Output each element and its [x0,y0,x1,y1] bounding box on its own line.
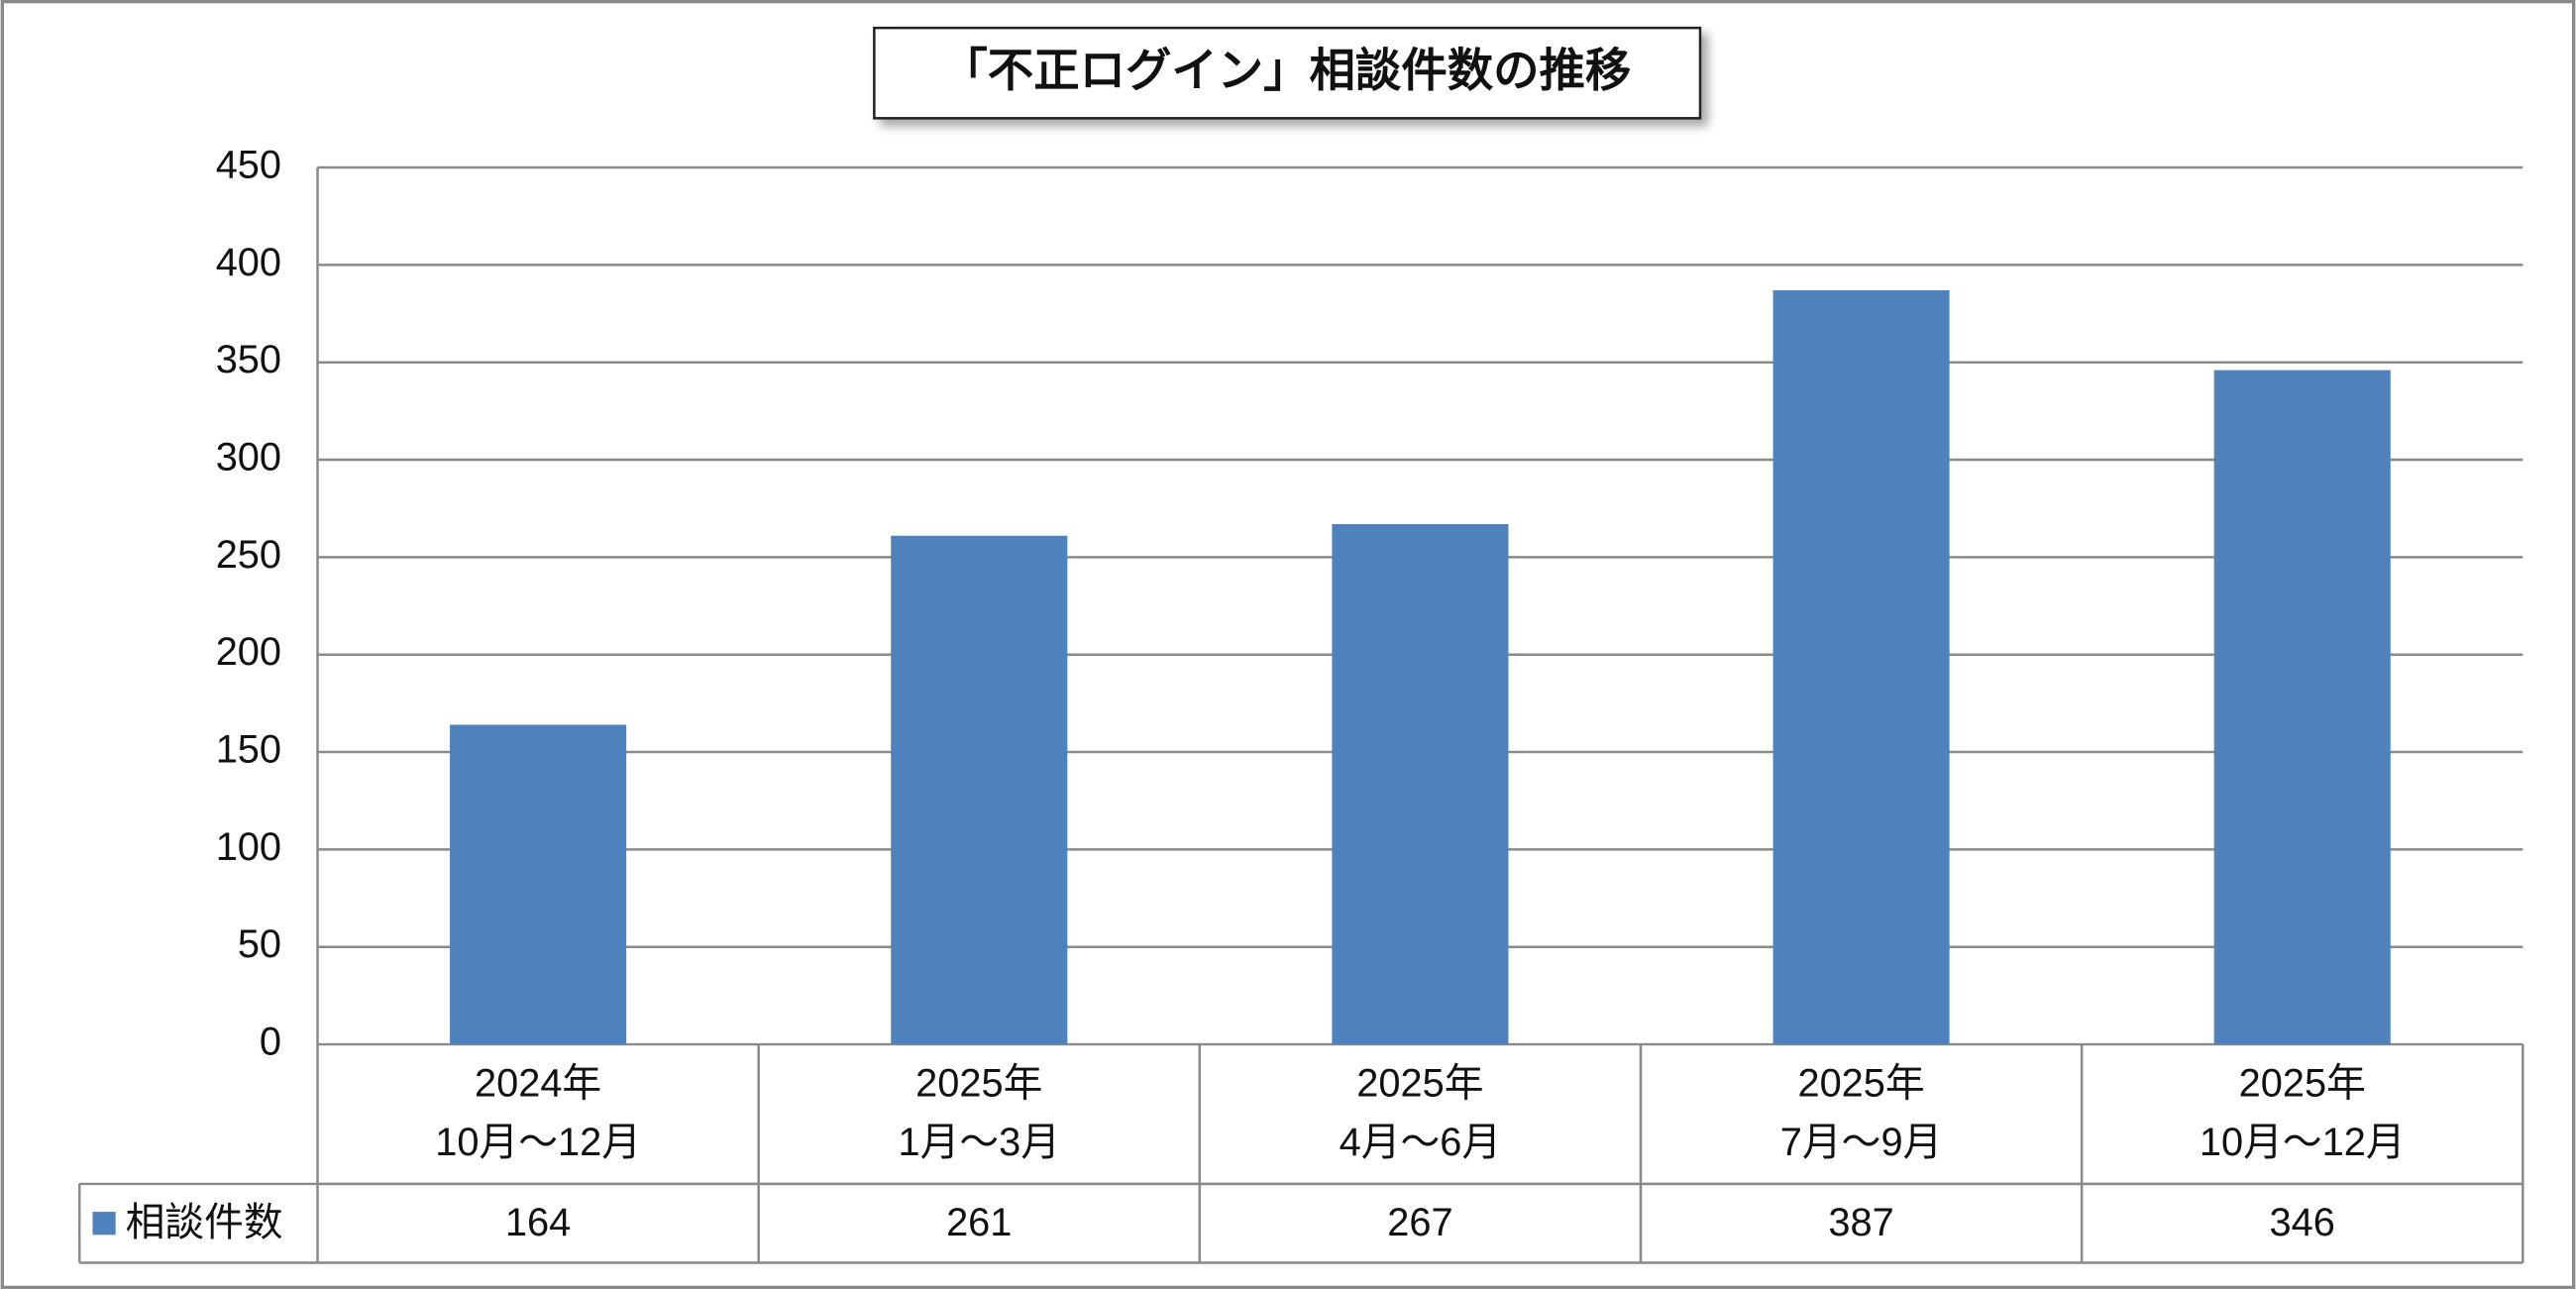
x-tick-label: 2025年 10月～12月 [2200,1061,2406,1164]
x-tick-label-line: 2025年 [2239,1061,2366,1105]
x-tick-label-line: 2025年 [1356,1061,1483,1105]
y-tick-label: 450 [216,144,281,187]
bar [450,724,627,1045]
y-tick-label: 250 [216,533,281,577]
value-label: 261 [946,1201,1012,1244]
x-tick-label: 2024年 10月～12月 [435,1061,641,1164]
y-tick-label: 400 [216,241,281,284]
value-label: 346 [2270,1201,2335,1244]
x-tick-label-line: 10月～12月 [435,1121,641,1164]
x-tick-label-line: 7月～9月 [1780,1121,1943,1164]
value-label: 387 [1828,1201,1893,1244]
y-tick-label: 150 [216,728,281,772]
chart-title: 「不正ログイン」相談件数の推移 [941,45,1631,96]
x-tick-label-line: 4月～6月 [1340,1121,1502,1164]
y-tick-label: 300 [216,436,281,480]
y-tick-label: 100 [216,825,281,869]
x-tick-label-line: 2025年 [915,1061,1042,1105]
x-tick-label: 2025年 1月～3月 [898,1061,1060,1164]
bar [1332,523,1509,1045]
title-box [873,26,1702,120]
legend-label: 相談件数 [126,1201,283,1244]
value-label: 267 [1387,1201,1452,1244]
bar [1772,289,1950,1045]
bar [891,535,1068,1045]
x-tick-label-line: 10月～12月 [2200,1121,2406,1164]
x-tick-label-line: 2024年 [475,1061,601,1105]
legend-swatch [92,1212,116,1235]
y-tick-label: 0 [260,1020,281,1064]
bar [2213,370,2391,1045]
y-tick-label: 50 [238,922,281,966]
x-tick-label: 2025年 4月～6月 [1340,1061,1502,1164]
x-tick-label-line: 2025年 [1797,1061,1924,1105]
x-tick-label-line: 1月～3月 [898,1121,1060,1164]
y-tick-label: 350 [216,338,281,381]
x-tick-label: 2025年 7月～9月 [1780,1061,1943,1164]
y-tick-label: 200 [216,630,281,674]
value-label: 164 [505,1201,571,1244]
